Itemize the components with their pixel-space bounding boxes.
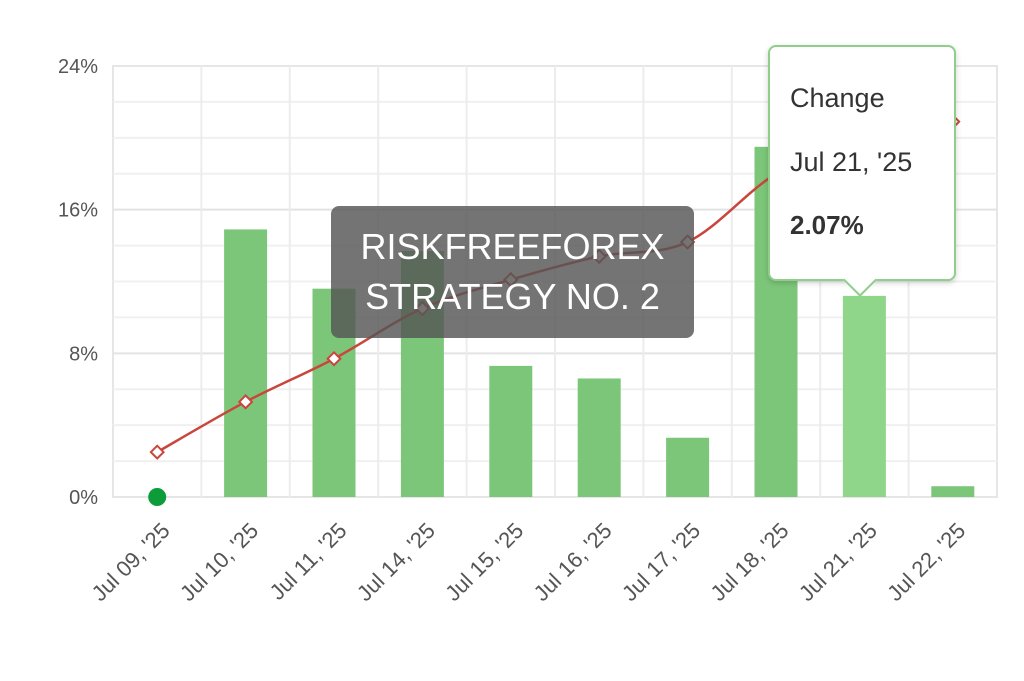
x-tick-label: Jul 11, '25 xyxy=(265,518,352,605)
y-tick-label: 0% xyxy=(69,487,98,509)
tooltip-value: 2.07% xyxy=(790,210,864,240)
y-tick-label: 16% xyxy=(58,200,98,222)
bar-9 xyxy=(931,486,975,497)
bar-6 xyxy=(666,437,710,497)
y-tick-label: 8% xyxy=(69,343,98,365)
watermark-line1: RISKFREEFOREX xyxy=(360,226,665,267)
x-tick-label: Jul 10, '25 xyxy=(175,518,263,606)
start-marker-dot xyxy=(148,488,167,506)
bar-5 xyxy=(577,378,621,497)
x-tick-label: Jul 21, '25 xyxy=(794,518,882,606)
y-tick-label: 24% xyxy=(58,56,98,78)
tooltip-title: Change xyxy=(790,83,885,113)
bar-1 xyxy=(224,229,268,497)
x-tick-label: Jul 09, '25 xyxy=(87,518,175,606)
x-tick-label: Jul 16, '25 xyxy=(529,518,617,606)
x-axis-ticks: Jul 09, '25 Jul 10, '25 Jul 11, '25 Jul 14,… xyxy=(87,518,971,606)
x-tick-label: Jul 17, '25 xyxy=(617,518,705,606)
watermark-line2: STRATEGY NO. 2 xyxy=(365,276,660,317)
data-tooltip: Change Jul 21, '25 2.07% xyxy=(768,45,956,297)
tooltip-date: Jul 21, '25 xyxy=(790,147,913,177)
line-point-0 xyxy=(149,444,165,460)
x-tick-label: Jul 22, '25 xyxy=(882,518,970,606)
bars xyxy=(224,146,975,497)
line-point-1 xyxy=(237,394,254,410)
bar-4 xyxy=(489,365,533,497)
line-point-2 xyxy=(326,350,342,367)
x-tick-label: Jul 18, '25 xyxy=(705,518,793,606)
x-tick-label: Jul 14, '25 xyxy=(352,518,440,606)
bar-8 xyxy=(842,295,886,497)
y-axis-ticks: 0% 8% 16% 24% xyxy=(58,56,98,509)
x-tick-label: Jul 15, '25 xyxy=(440,518,528,606)
watermark: RISKFREEFOREX STRATEGY NO. 2 xyxy=(331,206,694,338)
